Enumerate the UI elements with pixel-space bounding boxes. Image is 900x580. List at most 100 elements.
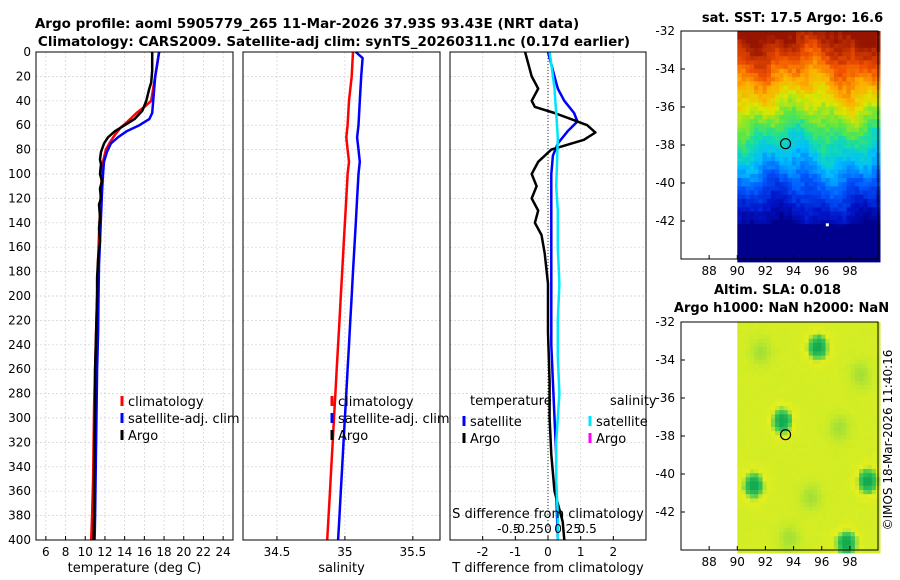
x-axis-label: temperature (deg C) [68, 561, 202, 576]
map-title: Argo h1000: NaN h2000: NaN [674, 301, 889, 316]
legend-label: Argo [470, 432, 500, 447]
x-tick-label: 34.5 [264, 545, 291, 559]
x-tick-label: 14 [117, 545, 132, 559]
x2-axis-label: S difference from climatology [452, 507, 644, 522]
title-line-1: Argo profile: aoml 5905779_265 11-Mar-20… [35, 16, 579, 32]
x-axis-label: salinity [318, 561, 365, 576]
y-tick-label: -34 [655, 62, 675, 76]
y-tick-label: 100 [8, 167, 31, 181]
y-tick-label: -40 [655, 176, 675, 190]
y-tick-label: 0 [23, 45, 31, 59]
y-tick-label: 200 [8, 289, 31, 303]
y-tick-label: 20 [16, 69, 31, 83]
axes-frame [242, 51, 441, 541]
y-tick-label: 240 [8, 338, 31, 352]
y-tick-label: 120 [8, 191, 31, 205]
x-tick-label: 98 [842, 555, 857, 569]
y-tick-label: 40 [16, 94, 31, 108]
x2-tick-label: -0.5 [497, 522, 520, 536]
x-tick-label: 96 [814, 264, 829, 278]
y-tick-label: -38 [655, 138, 675, 152]
y-tick-label: -38 [655, 429, 675, 443]
y-tick-label: -36 [655, 100, 675, 114]
x-tick-label: 20 [176, 545, 191, 559]
legend-group-title: salinity [610, 394, 657, 409]
x-tick-label: 94 [786, 555, 801, 569]
x2-tick-label: -0.25 [513, 522, 544, 536]
salinity-profile-chart: 34.5 35 35.5 salinity climatology satellite-a… [242, 51, 450, 576]
y-tick-label: -42 [655, 505, 675, 519]
axes-frame [35, 51, 234, 541]
y-tick-label: 180 [8, 265, 31, 279]
x-tick-label: 92 [758, 264, 773, 278]
y-tick-label: 260 [8, 362, 31, 376]
x-tick-label: 35.5 [399, 545, 426, 559]
y-tick-label: -42 [655, 214, 675, 228]
legend-label: climatology [128, 395, 204, 410]
difference-profile-chart: -2 -1 0 1 2 T difference from climatology temp… [449, 51, 657, 576]
x-tick-label: 90 [730, 555, 745, 569]
y-tick-label: 320 [8, 435, 31, 449]
series-line-satellite-adj-clim [93, 51, 161, 541]
legend-label: satellite [470, 415, 522, 430]
y-tick-label: 220 [8, 313, 31, 327]
x2-tick-label: 0 [544, 522, 552, 536]
x-tick-label: 8 [62, 545, 70, 559]
x2-tick-label: 0.5 [578, 522, 597, 536]
x-tick-label: 2 [610, 545, 618, 559]
x-tick-label: -2 [477, 545, 489, 559]
y-tick-label: 380 [8, 509, 31, 523]
series-line-temperature-satellite [546, 51, 579, 541]
y-tick-label: 80 [16, 143, 31, 157]
heatmap-cells [737, 322, 881, 554]
map-title: Altim. SLA: 0.018 [714, 283, 841, 298]
x-tick-label: 90 [730, 264, 745, 278]
x-tick-label: 22 [196, 545, 211, 559]
legend-label: satellite-adj. clim [338, 412, 450, 427]
legend-label: climatology [338, 395, 414, 410]
x-tick-label: 35 [337, 545, 352, 559]
sst-map-chart: 88 90 92 94 96 98 -32 -34 -36 -38 -40 -42 sat. SST: … [655, 11, 883, 278]
heatmap-cells [737, 31, 881, 263]
imos-credit: ©IMOS 18-Mar-2026 11:40:16 [881, 350, 895, 531]
legend-label: Argo [596, 432, 626, 447]
y-tick-label: 60 [16, 118, 31, 132]
legend-label: satellite [596, 415, 648, 430]
legend-label: satellite-adj. clim [128, 412, 240, 427]
legend-label: Argo [128, 429, 158, 444]
y-tick-label: 400 [8, 533, 31, 547]
y-tick-label: -36 [655, 391, 675, 405]
y-tick-label: 340 [8, 460, 31, 474]
argo-position-marker [779, 429, 792, 441]
x-tick-label: 0 [544, 545, 552, 559]
series-line-satellite-adj-clim [336, 51, 364, 541]
x-tick-label: 94 [786, 264, 801, 278]
x-tick-label: -1 [509, 545, 521, 559]
series-line-climatology [325, 51, 355, 541]
legend-group-title: temperature [470, 394, 552, 409]
missing-data-cell [825, 223, 829, 227]
x-tick-label: 16 [137, 545, 152, 559]
title-line-2: Climatology: CARS2009. Satellite-adj cli… [38, 34, 630, 50]
y-tick-label: 160 [8, 240, 31, 254]
x-tick-label: 92 [758, 555, 773, 569]
x-tick-label: 96 [814, 555, 829, 569]
x-axis-label: T difference from climatology [451, 561, 644, 576]
x-tick-label: 18 [156, 545, 171, 559]
y-tick-label: 360 [8, 484, 31, 498]
x-tick-label: 10 [78, 545, 93, 559]
x-tick-label: 1 [577, 545, 585, 559]
sla-map-chart: 88 90 92 94 96 98 -32 -34 -36 -38 -40 -42 Altim. SLA… [655, 283, 889, 569]
x-tick-label: 98 [842, 264, 857, 278]
y-tick-label: -32 [655, 24, 675, 38]
x-tick-label: 6 [42, 545, 50, 559]
y-tick-label: 280 [8, 387, 31, 401]
y-tick-label: -34 [655, 353, 675, 367]
x-tick-label: 88 [702, 555, 717, 569]
x-tick-label: 88 [702, 264, 717, 278]
y-tick-label: 300 [8, 411, 31, 425]
map-title: sat. SST: 17.5 Argo: 16.6 [702, 11, 883, 26]
series-line-salinity-satellite [548, 51, 561, 540]
y-tick-label: -32 [655, 315, 675, 329]
